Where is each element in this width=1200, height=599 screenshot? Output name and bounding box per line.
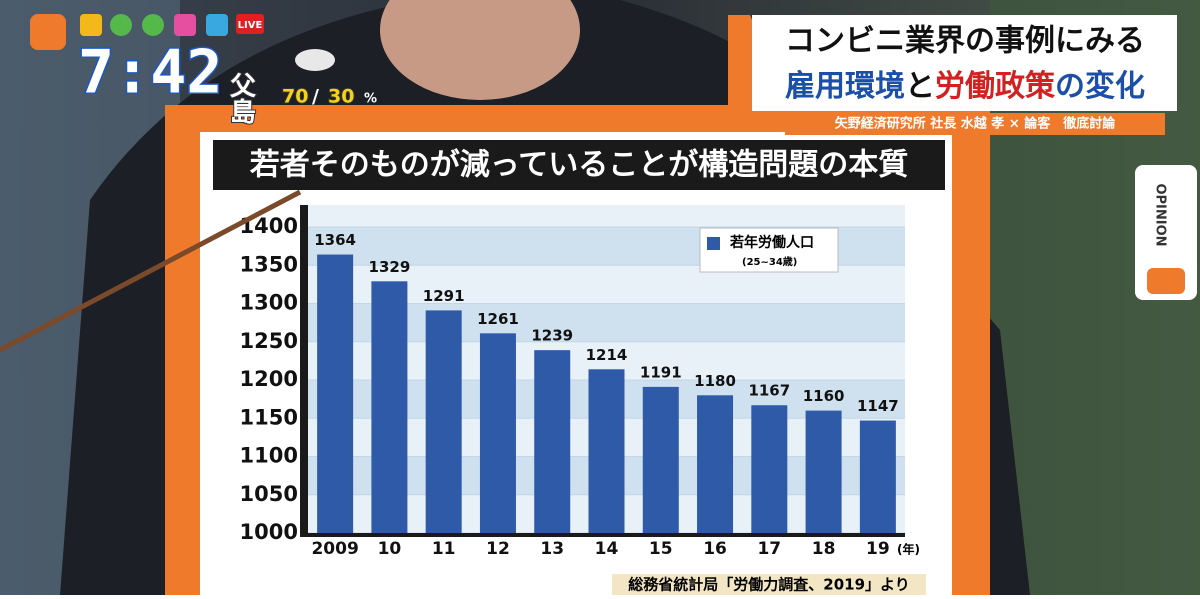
x-tick-label: 11 — [432, 539, 456, 559]
bar — [425, 310, 462, 533]
headline-line2: 雇用環境と労働政策の変化 — [785, 69, 1145, 104]
value-label: 1214 — [586, 346, 628, 364]
place: 父島 — [226, 72, 256, 125]
caption-band — [785, 113, 1165, 135]
value-label: 1364 — [314, 231, 356, 249]
bar — [371, 281, 408, 533]
grid-band — [308, 303, 905, 342]
x-tick-label: 17 — [757, 539, 781, 559]
weather-rain-pm: 30 — [328, 86, 354, 108]
bar — [859, 420, 896, 533]
headline-part: の変化 — [1055, 69, 1145, 104]
y-axis — [300, 205, 308, 537]
y-tick-label: 1250 — [240, 329, 298, 353]
headline-part: と — [905, 69, 935, 104]
x-tick-label: 15 — [649, 539, 673, 559]
clock: 7:42 — [78, 38, 223, 108]
side-tab[interactable] — [1135, 165, 1197, 300]
bar — [534, 350, 571, 533]
headline-line1: コンビニ業界の事例にみる — [785, 24, 1145, 59]
caption: 矢野経済研究所 社長 水越 孝 × 論客 徹底討論 — [835, 116, 1117, 132]
weather-slash: / — [312, 86, 319, 108]
value-label: 1191 — [640, 363, 682, 381]
source-band — [612, 574, 926, 595]
source: 総務省統計局「労働力調査、2019」より — [628, 576, 909, 594]
x-tick-label: 14 — [595, 539, 619, 559]
bar — [588, 369, 625, 533]
bar — [479, 333, 516, 533]
chart-title: 若者そのものが減っていることが構造問題の本質 — [250, 148, 909, 183]
x-tick-label: 10 — [378, 539, 402, 559]
weather-unit: % — [364, 92, 377, 107]
live-badge: LIVE — [238, 20, 263, 31]
y-tick-label: 1000 — [240, 520, 298, 544]
value-label: 1239 — [531, 327, 573, 345]
value-label: 1180 — [694, 372, 736, 390]
x-axis — [300, 533, 905, 537]
app-icons — [30, 14, 264, 50]
y-tick-label: 1300 — [240, 291, 298, 315]
side-tab-icon[interactable] — [1147, 268, 1185, 294]
legend-swatch — [707, 237, 720, 250]
bar — [642, 386, 679, 533]
headline-box — [752, 15, 1177, 111]
value-label: 1291 — [423, 287, 465, 305]
x-tick-label: 19 — [866, 539, 890, 559]
bar — [805, 410, 842, 533]
x-tick-label: 2009 — [311, 539, 358, 559]
legend-note: (25~34歳) — [742, 255, 797, 268]
side-tab-label[interactable]: OPINION — [1153, 183, 1168, 246]
x-unit: (年) — [897, 542, 920, 557]
weather-rain-am: 70 — [282, 86, 308, 108]
value-label: 1329 — [369, 258, 411, 276]
value-label: 1261 — [477, 310, 519, 328]
legend-label: 若年労働人口 — [729, 234, 814, 251]
weather-icon — [295, 49, 335, 71]
x-tick-label: 18 — [812, 539, 836, 559]
x-tick-label: 16 — [703, 539, 727, 559]
value-label: 1160 — [803, 387, 845, 405]
legend — [699, 227, 839, 273]
chart-title-band — [213, 140, 945, 190]
y-tick-label: 1200 — [240, 367, 298, 391]
pointer — [0, 189, 302, 353]
plot: 1000105011001150120012501300135014002009… — [240, 205, 905, 559]
y-tick-label: 1350 — [240, 252, 298, 276]
bar — [697, 395, 734, 533]
face — [380, 0, 580, 100]
bar — [751, 405, 788, 533]
bar — [317, 254, 354, 534]
x-tick-label: 13 — [540, 539, 564, 559]
headline-part: 雇用環境 — [785, 69, 905, 104]
headline-part: 労働政策 — [935, 69, 1055, 104]
value-label: 1147 — [857, 397, 899, 415]
y-tick-label: 1100 — [240, 444, 298, 468]
value-label: 1167 — [748, 382, 790, 400]
y-tick-label: 1050 — [240, 482, 298, 506]
x-tick-label: 12 — [486, 539, 510, 559]
y-tick-label: 1150 — [240, 405, 298, 429]
